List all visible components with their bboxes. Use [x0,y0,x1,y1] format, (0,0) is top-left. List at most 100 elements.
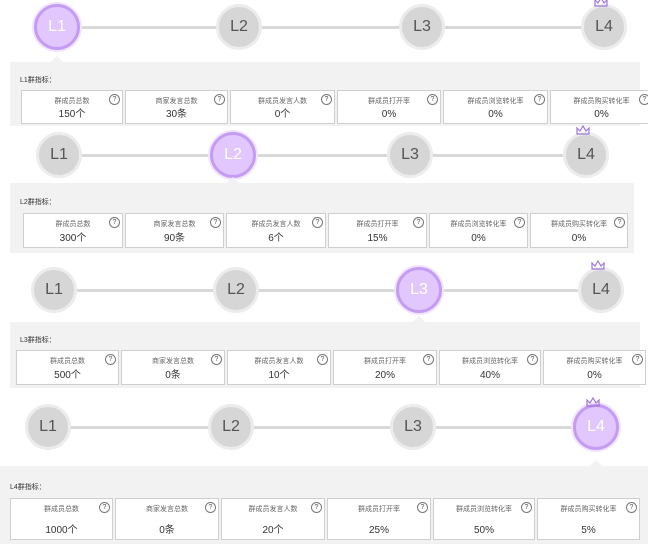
help-icon[interactable]: ? [99,502,110,513]
level-node-l4[interactable]: L4 [573,404,619,450]
metric-label: 群成员打开率 [358,506,400,513]
help-icon[interactable]: ? [210,217,221,228]
metric-value: 0% [471,233,486,244]
metric-value: 20% [374,370,395,381]
help-icon[interactable]: ? [321,94,332,105]
metric-value: 300个 [59,233,87,244]
metric-cell: 群成员购买转化率? 0% [543,350,646,385]
metric-label: 群成员发言人数 [251,221,301,228]
level-node-l1[interactable]: L1 [36,132,82,178]
level-node-l2[interactable]: L2 [213,267,259,313]
help-icon[interactable]: ? [534,94,545,105]
level-node-l3[interactable]: L3 [396,267,442,313]
level-node-l1[interactable]: L1 [25,404,71,450]
metric-value: 10个 [268,370,290,381]
metric-value: 50% [473,525,494,536]
level-track-2 [56,154,583,157]
help-icon[interactable]: ? [626,502,637,513]
metric-label: 群成员总数 [44,506,79,513]
level-node-l2[interactable]: L2 [216,4,262,50]
level-node-l3[interactable]: L3 [387,132,433,178]
crown-icon [594,0,608,7]
help-icon[interactable]: ? [527,354,538,365]
help-icon[interactable]: ? [105,354,116,365]
help-icon[interactable]: ? [214,94,225,105]
metrics-title: L2群指标： [20,199,56,206]
metric-value: 40% [479,370,500,381]
metric-label: 群成员购买转化率 [566,358,623,365]
metric-label: 群成员打开率 [368,98,410,105]
metric-value: 0个 [274,109,291,120]
metric-cell: 商家发言总数? 0条 [115,498,219,540]
help-icon[interactable]: ? [521,502,532,513]
level-track-3 [51,289,598,292]
metric-cell: 群成员打开率? 15% [328,213,427,248]
metrics-title: L3群指标： [20,337,56,344]
metric-cell: 群成员总数? 300个 [23,213,123,248]
metric-cell: 群成员购买转化率? 0% [530,213,628,248]
level-node-l3[interactable]: L3 [390,404,436,450]
active-pointer [413,316,425,322]
help-icon[interactable]: ? [417,502,428,513]
level-node-l1[interactable]: L1 [31,267,77,313]
metric-cell: 群成员浏览转化率? 0% [429,213,528,248]
help-icon[interactable]: ? [639,94,648,105]
metric-cell: 群成员总数? 1000个 [10,498,113,540]
help-icon[interactable]: ? [614,217,625,228]
metric-label: 群成员发言人数 [248,506,298,513]
metric-cell: 群成员购买转化率? 0% [550,90,648,124]
metric-label: 群成员购买转化率 [573,98,630,105]
metric-cell: 商家发言总数? 90条 [125,213,224,248]
metric-label: 群成员浏览转化率 [450,221,507,228]
help-icon[interactable]: ? [514,217,525,228]
metric-value: 30条 [165,109,188,120]
metrics-title: L1群指标： [20,77,56,84]
metric-value: 0% [571,233,587,244]
help-icon[interactable]: ? [109,94,120,105]
metric-cell: 群成员发言人数? 10个 [227,350,331,385]
metric-value: 150个 [58,109,86,120]
metric-value: 500个 [54,370,81,381]
metric-value: 6个 [268,233,284,244]
help-icon[interactable]: ? [211,354,222,365]
help-icon[interactable]: ? [109,217,120,228]
metric-label: 群成员浏览转化率 [462,358,518,365]
metric-cell: 群成员发言人数? 0个 [230,90,335,124]
metric-value: 20个 [262,525,284,536]
level-track-4 [45,426,593,429]
help-icon[interactable]: ? [312,217,323,228]
active-pointer [227,177,239,183]
level-node-l2[interactable]: L2 [208,404,254,450]
level-node-l4[interactable]: L4 [578,267,624,313]
metric-value: 5% [581,525,596,536]
metric-label: 群成员浏览转化率 [456,506,512,513]
metric-label: 商家发言总数 [153,221,196,228]
help-icon[interactable]: ? [632,354,643,365]
help-icon[interactable]: ? [427,94,438,105]
metric-cell: 群成员发言人数? 20个 [221,498,325,540]
metric-cell: 群成员发言人数? 6个 [226,213,326,248]
metric-cell: 群成员浏览转化率? 50% [433,498,535,540]
metric-value: 0% [381,109,397,120]
metric-cell: 群成员购买转化率? 5% [537,498,640,540]
metric-label: 商家发言总数 [146,506,188,513]
metric-cell: 群成员浏览转化率? 0% [443,90,548,124]
help-icon[interactable]: ? [311,502,322,513]
metric-cell: 商家发言总数? 0条 [121,350,225,385]
level-node-l2[interactable]: L2 [210,132,256,178]
level-node-l4[interactable]: L4 [581,4,627,50]
metric-value: 15% [367,233,388,244]
metric-value: 0% [587,370,602,381]
metric-label: 群成员总数 [55,221,91,228]
help-icon[interactable]: ? [423,354,434,365]
help-icon[interactable]: ? [413,217,424,228]
metric-value: 90条 [163,233,186,244]
level-node-l4[interactable]: L4 [563,132,609,178]
help-icon[interactable]: ? [317,354,328,365]
active-pointer [51,56,63,62]
metric-cell: 群成员总数? 500个 [16,350,119,385]
help-icon[interactable]: ? [205,502,216,513]
level-node-l1[interactable]: L1 [34,4,80,50]
level-node-l3[interactable]: L3 [399,4,445,50]
metric-cell: 群成员打开率? 20% [333,350,437,385]
